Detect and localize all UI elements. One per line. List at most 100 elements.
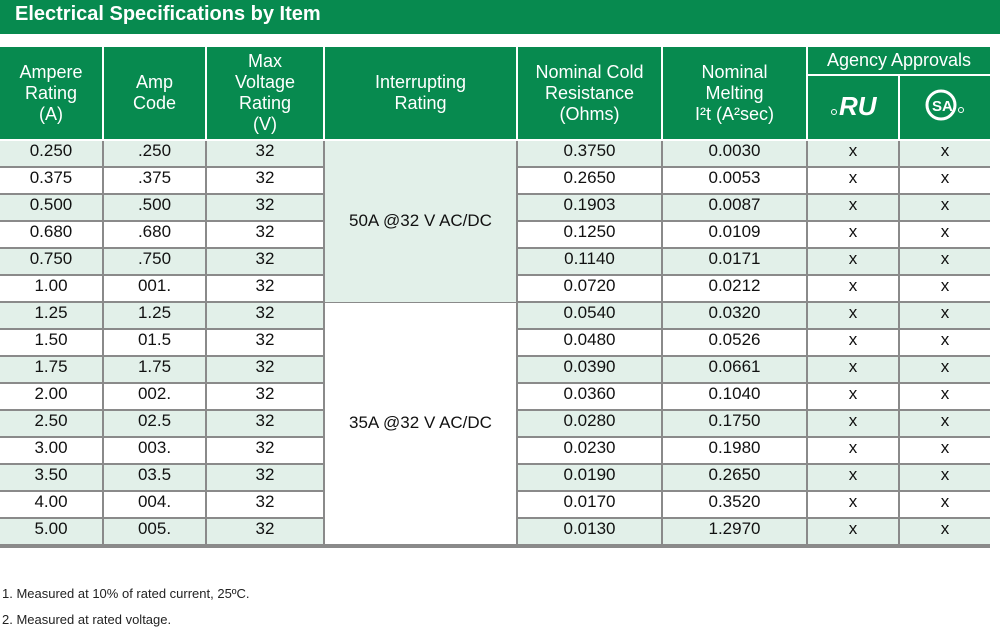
max-voltage-cell: 32 — [205, 247, 325, 276]
amp-code-cell: 03.5 — [102, 463, 207, 492]
amp-code-cell: .750 — [102, 247, 207, 276]
melting-i2t-cell: 0.1750 — [661, 409, 808, 438]
amp-code-cell: .680 — [102, 220, 207, 249]
header-ampere-rating: Ampere Rating (A) — [0, 47, 104, 141]
table-row: 0.250.250 32 50A @32 V AC/DC 0.3750 0.0030 x x — [0, 139, 990, 302]
table-row: 1.25 1.25 32 35A @32 V AC/DC 0.0540 0.0320 x x — [0, 301, 990, 548]
max-voltage-cell: 32 — [205, 301, 325, 330]
ampere-rating-cell: 3.50 — [0, 463, 104, 492]
cold-resistance-cell: 0.1140 — [516, 247, 663, 276]
ul-approval-cell: x — [806, 274, 900, 303]
amp-code-cell: 001. — [102, 274, 207, 303]
max-voltage-cell: 32 — [205, 328, 325, 357]
max-voltage-cell: 32 — [205, 463, 325, 492]
melting-i2t-cell: 0.0212 — [661, 274, 808, 303]
footnote-2: 2. Measured at rated voltage. — [2, 612, 172, 627]
ampere-rating-cell: 3.00 — [0, 436, 104, 465]
amp-code-cell: 02.5 — [102, 409, 207, 438]
cold-resistance-cell: 0.1250 — [516, 220, 663, 249]
header-max-voltage: Max Voltage Rating (V) — [205, 47, 325, 141]
melting-i2t-cell: 0.2650 — [661, 463, 808, 492]
ampere-rating-cell: 0.250 — [0, 139, 104, 168]
page-title: Electrical Specifications by Item — [15, 3, 321, 25]
csa-approval-cell: x — [898, 274, 990, 303]
table-row: 1.50 01.5 32 0.0480 0.0526 x x — [0, 328, 990, 357]
ampere-rating-cell: 5.00 — [0, 517, 104, 548]
cold-resistance-cell: 0.0130 — [516, 517, 663, 548]
ul-approval-cell: x — [806, 139, 900, 168]
amp-code-cell: .250 — [102, 139, 207, 168]
ampere-rating-cell: 1.25 — [0, 301, 104, 330]
cold-resistance-cell: 0.3750 — [516, 139, 663, 168]
ul-approval-cell: x — [806, 409, 900, 438]
ampere-rating-cell: 1.75 — [0, 355, 104, 384]
amp-code-cell: .500 — [102, 193, 207, 222]
max-voltage-cell: 32 — [205, 166, 325, 195]
header-cold-resistance: Nominal Cold Resistance (Ohms) — [516, 47, 663, 141]
csa-approval-cell: x — [898, 517, 990, 548]
ul-approval-cell: x — [806, 463, 900, 492]
table-row: 3.00 003. 32 0.0230 0.1980 x x — [0, 436, 990, 465]
max-voltage-cell: 32 — [205, 409, 325, 438]
ul-approval-cell: x — [806, 355, 900, 384]
cold-resistance-cell: 0.0390 — [516, 355, 663, 384]
melting-i2t-cell: 0.0526 — [661, 328, 808, 357]
cold-resistance-cell: 0.0170 — [516, 490, 663, 519]
csa-approval-cell: x — [898, 301, 990, 330]
cold-resistance-cell: 0.0480 — [516, 328, 663, 357]
table-row: 2.50 02.5 32 0.0280 0.1750 x x — [0, 409, 990, 438]
max-voltage-cell: 32 — [205, 139, 325, 168]
table-row: 3.50 03.5 32 0.0190 0.2650 x x — [0, 463, 990, 492]
ul-approval-cell: x — [806, 436, 900, 465]
csa-approval-cell: x — [898, 436, 990, 465]
melting-i2t-cell: 0.0320 — [661, 301, 808, 330]
csa-approval-cell: x — [898, 166, 990, 195]
melting-i2t-cell: 0.0030 — [661, 139, 808, 168]
footnote-1: 1. Measured at 10% of rated current, 25º… — [2, 586, 250, 601]
ampere-rating-cell: 0.680 — [0, 220, 104, 249]
max-voltage-cell: 32 — [205, 490, 325, 519]
cold-resistance-cell: 0.0230 — [516, 436, 663, 465]
cold-resistance-cell: 0.0190 — [516, 463, 663, 492]
interrupting-rating-cell: 35A @32 V AC/DC — [323, 301, 518, 548]
ampere-rating-cell: 2.50 — [0, 409, 104, 438]
cold-resistance-cell: 0.0360 — [516, 382, 663, 411]
csa-approval-cell: x — [898, 409, 990, 438]
csa-approval-cell: x — [898, 355, 990, 384]
csa-approval-cell: x — [898, 382, 990, 411]
interrupting-rating-cell: 50A @32 V AC/DC — [323, 139, 518, 302]
melting-i2t-cell: 1.2970 — [661, 517, 808, 548]
melting-i2t-cell: 0.0171 — [661, 247, 808, 276]
table-row: 1.00 001. 32 0.0720 0.0212 x x — [0, 274, 990, 303]
amp-code-cell: 002. — [102, 382, 207, 411]
header-amp-code: Amp Code — [102, 47, 207, 141]
ampere-rating-cell: 0.750 — [0, 247, 104, 276]
ul-approval-cell: x — [806, 247, 900, 276]
csa-approval-cell: x — [898, 220, 990, 249]
table-row: 1.75 1.75 32 0.0390 0.0661 x x — [0, 355, 990, 384]
ul-approval-cell: x — [806, 490, 900, 519]
max-voltage-cell: 32 — [205, 517, 325, 548]
ampere-rating-cell: 1.00 — [0, 274, 104, 303]
table-row: 0.500.500 32 0.1903 0.0087 x x — [0, 193, 990, 222]
ul-approval-cell: x — [806, 382, 900, 411]
amp-code-cell: 1.75 — [102, 355, 207, 384]
header-melting-i2t: Nominal Melting I²t (A²sec) — [661, 47, 808, 141]
svg-text:RU: RU — [839, 91, 878, 120]
amp-code-cell: 1.25 — [102, 301, 207, 330]
cold-resistance-cell: 0.0540 — [516, 301, 663, 330]
cold-resistance-cell: 0.0720 — [516, 274, 663, 303]
ul-approval-cell: x — [806, 193, 900, 222]
csa-approval-cell: x — [898, 193, 990, 222]
header-interrupting-rating: Interrupting Rating — [323, 47, 518, 141]
csa-icon: SA — [898, 75, 990, 141]
max-voltage-cell: 32 — [205, 436, 325, 465]
ul-approval-cell: x — [806, 328, 900, 357]
max-voltage-cell: 32 — [205, 274, 325, 303]
svg-text:SA: SA — [932, 98, 953, 115]
csa-approval-cell: x — [898, 247, 990, 276]
cold-resistance-cell: 0.0280 — [516, 409, 663, 438]
amp-code-cell: 01.5 — [102, 328, 207, 357]
table-row: 0.680.680 32 0.1250 0.0109 x x — [0, 220, 990, 249]
max-voltage-cell: 32 — [205, 193, 325, 222]
